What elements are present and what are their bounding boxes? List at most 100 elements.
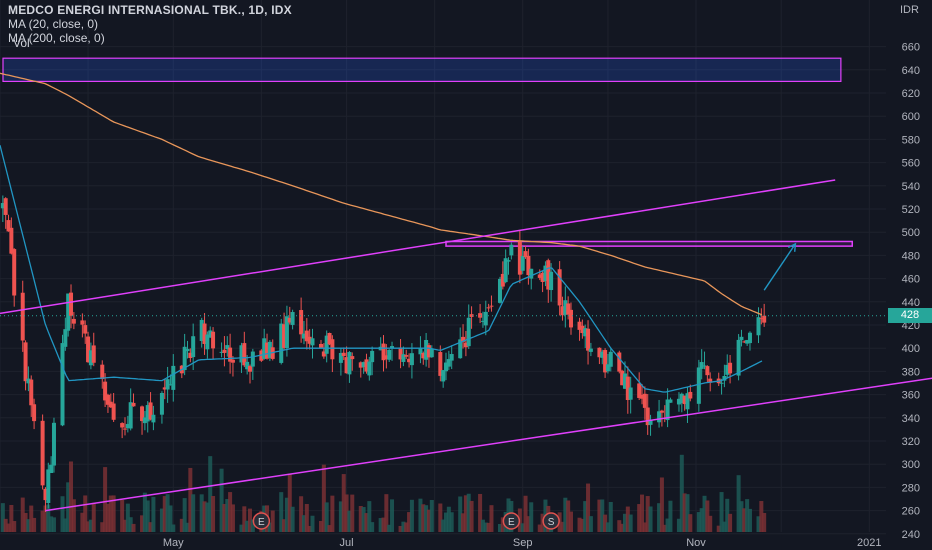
candle-body <box>409 353 414 366</box>
volume-bar <box>20 497 25 532</box>
candle-body <box>645 407 650 426</box>
event-badge-label: E <box>258 517 265 528</box>
candle-body <box>219 351 224 353</box>
event-marker-s[interactable]: S <box>542 512 560 530</box>
candle-body <box>29 379 34 406</box>
candle-body <box>586 328 591 351</box>
candle-body <box>0 203 5 209</box>
volume-bar <box>600 499 605 532</box>
candle-body <box>659 410 664 413</box>
candle-body <box>347 352 352 375</box>
ma200-legend[interactable]: MA (200, close, 0) <box>8 31 105 45</box>
volume-bar <box>125 503 130 532</box>
candle-body <box>466 317 471 347</box>
candle-body <box>486 307 491 309</box>
candle-body <box>625 376 630 401</box>
candle-body <box>489 305 494 307</box>
volume-bar <box>489 505 494 532</box>
candle-body <box>699 362 704 369</box>
candle-body <box>597 347 602 358</box>
volume-bar <box>103 467 108 532</box>
candle-body <box>404 355 409 357</box>
volume-bar <box>3 518 8 532</box>
volume-bar <box>91 502 96 532</box>
candle-body <box>245 361 250 370</box>
candle-body <box>549 271 554 291</box>
volume-bar <box>319 520 324 532</box>
volume-bar <box>151 496 156 532</box>
price-tick-label: 440 <box>902 297 920 309</box>
volume-bar <box>597 499 602 532</box>
event-marker-e[interactable]: E <box>252 512 271 530</box>
volume-bar <box>88 519 93 532</box>
candle-body <box>225 345 230 350</box>
volume-bar <box>438 503 443 532</box>
volume-bar <box>324 502 329 532</box>
ma20-legend[interactable]: MA (20, close, 0) <box>8 17 99 31</box>
volume-bar <box>424 505 429 532</box>
candle-body <box>350 356 355 360</box>
candle-body <box>40 420 45 486</box>
volume-bar <box>688 514 693 532</box>
volume-bar <box>80 512 85 532</box>
candle-body <box>517 240 522 275</box>
volume-bar <box>580 518 585 532</box>
volume-bar <box>122 519 127 532</box>
volume-bar <box>668 500 673 532</box>
volume-bar <box>242 506 247 532</box>
candle-body <box>622 373 627 389</box>
candle-body <box>668 399 673 403</box>
candle-body <box>583 328 588 337</box>
volume-bar <box>23 512 28 532</box>
volume-bar <box>128 517 133 532</box>
volume-bar <box>219 468 224 532</box>
symbol-title[interactable]: MEDCO ENERGI INTERNASIONAL TBK., 1D, IDX <box>8 3 292 17</box>
candle-body <box>131 402 136 407</box>
candle-body <box>469 314 474 317</box>
candle-body <box>319 343 324 348</box>
volume-bar <box>168 505 173 532</box>
candle-body <box>421 353 426 359</box>
candle-body <box>151 414 156 423</box>
candle-body <box>540 272 545 282</box>
volume-bar <box>307 525 312 532</box>
candle-body <box>497 278 502 303</box>
candle-body <box>463 342 468 348</box>
volume-legend[interactable]: Vol <box>13 36 30 50</box>
time-tick-label: May <box>163 537 184 549</box>
volume-bar <box>739 501 744 532</box>
candle-body <box>188 352 193 358</box>
price-candles <box>0 195 767 512</box>
candle-body <box>503 258 508 283</box>
volume-bar <box>185 522 190 532</box>
volume-bar <box>120 499 125 532</box>
volume-bar <box>384 494 389 532</box>
volume-bar <box>466 493 471 532</box>
candle-body <box>563 300 568 315</box>
event-marker-e[interactable]: E <box>502 512 521 530</box>
candle-body <box>500 273 505 287</box>
candle-body <box>202 323 207 344</box>
candle-body <box>83 325 88 334</box>
candle-body <box>529 268 534 279</box>
time-axis[interactable]: May Jul Sep Nov 2021 <box>163 537 882 549</box>
volume-bar <box>662 524 667 532</box>
candle-body <box>628 387 633 400</box>
annotation-zones <box>2 57 853 247</box>
candle-body <box>100 364 105 380</box>
candle-body <box>560 306 565 316</box>
candle-body <box>299 310 304 335</box>
candle-body <box>705 366 710 376</box>
candle-body <box>696 367 701 404</box>
volume-bar <box>705 500 710 532</box>
candle-body <box>736 339 741 376</box>
volume-bar <box>421 504 426 532</box>
candle-body <box>86 336 91 363</box>
candle-body <box>438 352 443 376</box>
volume-bar <box>469 500 474 532</box>
price-axis[interactable]: 2402602803003203403603804004204404604805… <box>902 42 920 541</box>
volume-bar <box>458 496 463 532</box>
candle-body <box>165 379 170 390</box>
